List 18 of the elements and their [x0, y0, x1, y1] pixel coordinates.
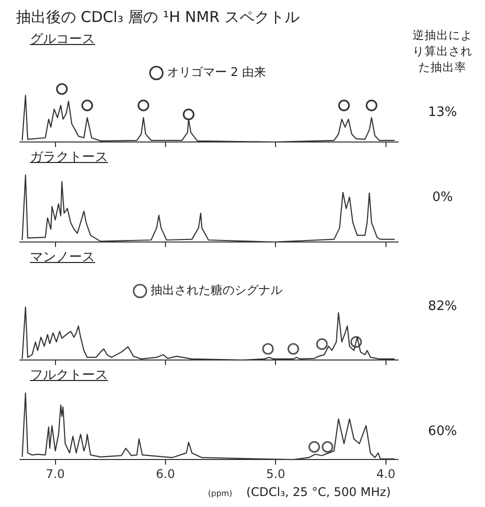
legend-label: 抽出された糖のシグナル — [150, 283, 282, 298]
chart-subtitle: フルクトース — [30, 367, 109, 385]
chart-subtitle: マンノース — [30, 249, 96, 267]
legend-label: オリゴマー 2 由来 — [166, 65, 266, 80]
text: 82% — [428, 298, 457, 314]
x-axis-title: (ppm) — [208, 489, 232, 498]
x-tick-label: 6.0 — [156, 466, 176, 481]
text: 13% — [428, 104, 457, 120]
chart-subtitle: グルコース — [30, 31, 96, 49]
text: 0% — [432, 190, 453, 204]
x-tick-label: 7.0 — [46, 466, 65, 481]
text: 逆抽出により算出された抽出率 — [412, 27, 474, 75]
chart-subtitle: ガラクトース — [30, 149, 109, 167]
x-tick-label: 5.0 — [266, 466, 286, 481]
chart-title: 抽出後の CDCl₃ 層の ¹H NMR スペクトル — [16, 8, 300, 27]
text: (CDCl₃, 25 °C, 500 MHz) — [246, 485, 391, 499]
text: 60% — [428, 424, 457, 438]
x-tick-label: 4.0 — [376, 466, 396, 481]
